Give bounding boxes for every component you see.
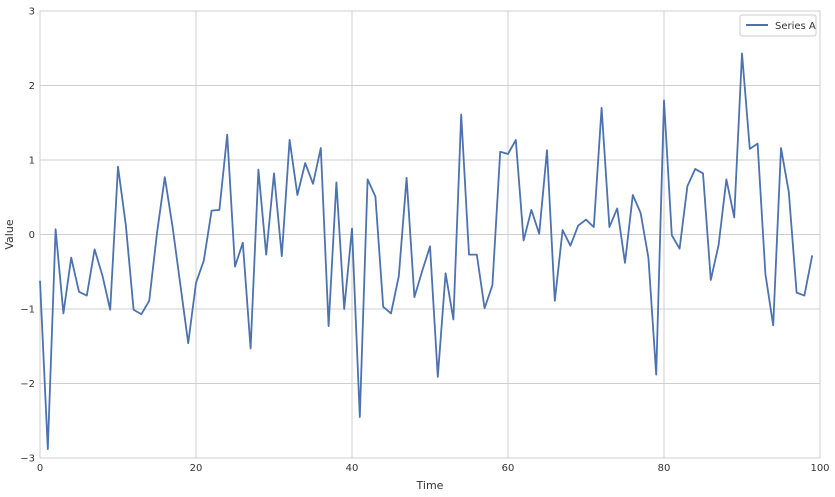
y-tick-label: −3 [20,454,35,465]
y-tick-label: 3 [29,7,35,18]
y-tick-label: −2 [20,379,35,390]
x-tick-label: 100 [810,463,829,474]
y-tick-label: 2 [29,81,35,92]
legend-box [739,14,817,37]
x-tick-label: 80 [658,463,671,474]
x-tick-labels: 0 20 40 60 80 100 [37,463,830,474]
legend-label-series-a: Series A [775,21,816,32]
series-layer [39,52,814,450]
x-tick-label: 60 [502,463,515,474]
plot-frame [39,10,821,459]
y-tick-labels: −3 −2 −1 0 1 2 3 [20,7,35,465]
y-tick-label: 1 [29,156,35,167]
y-tick-label: 0 [29,230,35,241]
x-tick-label: 0 [37,463,43,474]
x-tick-label: 40 [346,463,359,474]
series-line-series-a [39,52,814,450]
legend: Series A [739,14,817,37]
y-tick-label: −1 [20,305,35,316]
x-tick-label: 20 [190,463,203,474]
x-axis-label: Time [416,479,444,492]
y-axis-label: Value [3,219,16,249]
